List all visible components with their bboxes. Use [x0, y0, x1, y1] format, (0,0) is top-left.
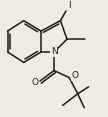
Text: N: N: [51, 48, 57, 57]
Text: O: O: [71, 71, 78, 80]
Text: O: O: [32, 78, 39, 87]
Text: I: I: [68, 1, 70, 10]
